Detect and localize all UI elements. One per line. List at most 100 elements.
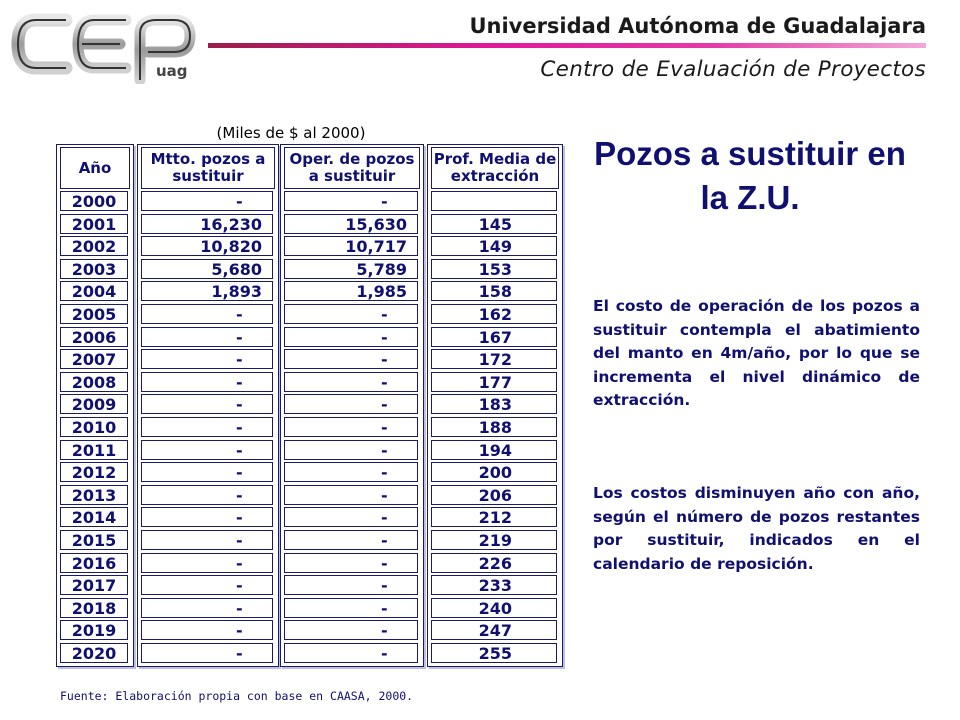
cell-oper: - (284, 643, 418, 663)
cell-year: 2000 (60, 191, 128, 211)
cell-mtto: - (141, 597, 273, 618)
cell-mtto: - (141, 304, 273, 324)
slide-title: Pozos a sustituir en la Z.U. (594, 135, 906, 216)
cell-oper: - (284, 439, 418, 460)
cell-mtto: - (141, 371, 273, 392)
cell-mtto: - (141, 575, 273, 596)
cell-year: 2009 (60, 394, 128, 415)
cell-mtto: - (141, 484, 273, 505)
header-year: Año (60, 147, 130, 189)
cell-year: 2018 (60, 597, 128, 618)
cell-mtto: - (141, 462, 273, 483)
cell-mtto: - (141, 620, 273, 641)
cell-prof: 183 (431, 394, 557, 415)
cell-oper: 15,630 (284, 213, 418, 234)
cell-mtto: - (141, 439, 273, 460)
cell-oper: - (284, 552, 418, 573)
cell-prof: 172 (431, 349, 557, 370)
cep-uag-logo: uag (11, 13, 196, 84)
mtto-column-frame (137, 144, 279, 667)
cell-year: 2016 (60, 552, 128, 573)
center-name: Centro de Evaluación de Proyectos (540, 57, 926, 82)
cell-oper: 5,789 (284, 258, 418, 279)
cell-oper: - (284, 304, 418, 324)
cell-prof: 158 (431, 281, 557, 302)
cell-year: 2005 (60, 304, 128, 324)
cell-year: 2020 (60, 643, 128, 663)
cell-year: 2011 (60, 439, 128, 460)
cell-oper: - (284, 371, 418, 392)
cell-mtto: 10,820 (141, 236, 273, 257)
cell-mtto: 5,680 (141, 258, 273, 279)
cell-prof: 206 (431, 484, 557, 505)
cell-oper: - (284, 191, 418, 211)
header-oper: Oper. de pozos a sustituir (284, 147, 420, 189)
cell-prof: 194 (431, 439, 557, 460)
cell-prof: 153 (431, 258, 557, 279)
cell-oper: 10,717 (284, 236, 418, 257)
cell-oper: - (284, 394, 418, 415)
prof-column-frame (427, 144, 563, 667)
cell-year: 2003 (60, 258, 128, 279)
cell-year: 2019 (60, 620, 128, 641)
cell-prof: 145 (431, 213, 557, 234)
cell-year: 2007 (60, 349, 128, 370)
cell-year: 2017 (60, 575, 128, 596)
cell-prof: 219 (431, 530, 557, 550)
cell-oper: - (284, 326, 418, 347)
cell-year: 2001 (60, 213, 128, 234)
cell-oper: - (284, 530, 418, 550)
cell-oper: - (284, 484, 418, 505)
cell-mtto: - (141, 530, 273, 550)
oper-column-frame (280, 144, 424, 667)
cell-oper: 1,985 (284, 281, 418, 302)
cell-year: 2013 (60, 484, 128, 505)
cell-year: 2012 (60, 462, 128, 483)
university-name: Universidad Autónoma de Guadalajara (469, 14, 926, 38)
cell-mtto: 1,893 (141, 281, 273, 302)
header-mtto: Mtto. pozos a sustituir (141, 147, 275, 189)
cell-oper: - (284, 417, 418, 437)
cell-prof: 149 (431, 236, 557, 257)
cell-prof: 212 (431, 507, 557, 528)
header-accent-bar (208, 43, 926, 48)
cell-oper: - (284, 462, 418, 483)
paragraph-cost-decrease: Los costos disminuyen año con año, según… (593, 484, 920, 573)
cell-prof (431, 191, 557, 211)
cell-prof: 255 (431, 643, 557, 663)
cell-oper: - (284, 507, 418, 528)
cell-year: 2010 (60, 417, 128, 437)
paragraph-operation-cost: El costo de operación de los pozos a sus… (593, 297, 920, 409)
year-column-frame (56, 144, 134, 667)
cell-prof: 177 (431, 371, 557, 392)
cell-prof: 200 (431, 462, 557, 483)
cell-year: 2002 (60, 236, 128, 257)
cell-mtto: - (141, 643, 273, 663)
cell-year: 2008 (60, 371, 128, 392)
cell-mtto: - (141, 349, 273, 370)
cell-mtto: - (141, 552, 273, 573)
cell-prof: 167 (431, 326, 557, 347)
cell-oper: - (284, 575, 418, 596)
cell-year: 2014 (60, 507, 128, 528)
logo-sub-text: uag (156, 62, 188, 80)
cell-mtto: - (141, 507, 273, 528)
cell-prof: 240 (431, 597, 557, 618)
header-prof: Prof. Media de extracción (431, 147, 559, 189)
table-unit-note: (Miles de $ al 2000) (216, 124, 366, 142)
cell-oper: - (284, 349, 418, 370)
cell-mtto: - (141, 417, 273, 437)
cell-prof: 247 (431, 620, 557, 641)
cell-year: 2015 (60, 530, 128, 550)
cell-oper: - (284, 620, 418, 641)
cell-prof: 233 (431, 575, 557, 596)
cell-prof: 162 (431, 304, 557, 324)
cell-year: 2006 (60, 326, 128, 347)
cell-mtto: 16,230 (141, 213, 273, 234)
cell-mtto: - (141, 191, 273, 211)
cell-prof: 188 (431, 417, 557, 437)
source-note: Fuente: Elaboración propia con base en C… (60, 689, 414, 703)
cell-year: 2004 (60, 281, 128, 302)
cell-prof: 226 (431, 552, 557, 573)
cell-mtto: - (141, 394, 273, 415)
